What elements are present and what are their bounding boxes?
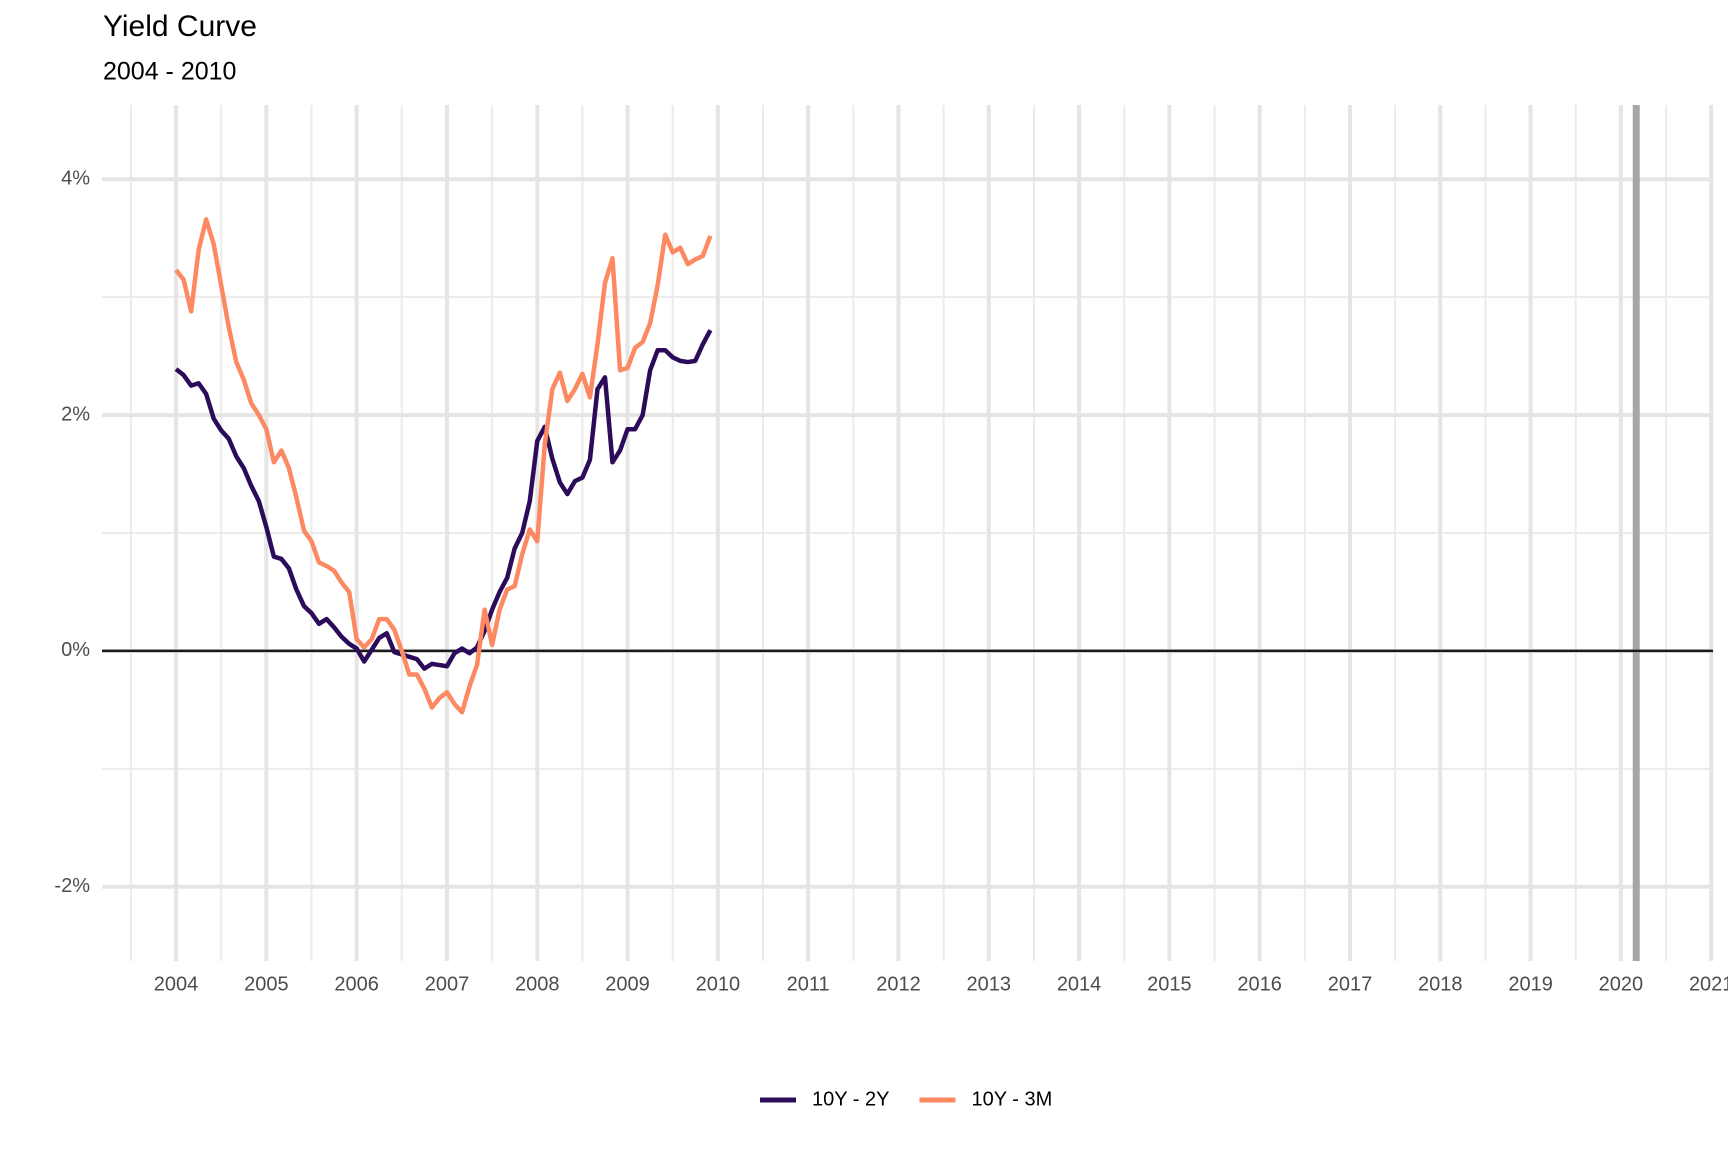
- series-line: [174, 217, 713, 715]
- legend-label: 10Y - 2Y: [812, 1088, 889, 1110]
- x-tick-label: 2012: [876, 973, 921, 995]
- y-tick-label: 0%: [61, 639, 90, 661]
- y-tick-label: 2%: [61, 403, 90, 425]
- x-tick-label: 2016: [1237, 973, 1282, 995]
- chart-subtitle: 2004 - 2010: [103, 58, 236, 86]
- y-tick-label: -2%: [54, 875, 90, 897]
- x-tick-label: 2011: [787, 973, 830, 995]
- x-tick-label: 2006: [334, 973, 379, 995]
- x-tick-label: 2017: [1328, 973, 1373, 995]
- x-tick-label: 2008: [515, 973, 560, 995]
- y-tick-label: 4%: [61, 168, 90, 190]
- x-tick-label: 2010: [696, 973, 741, 995]
- x-tick-label: 2015: [1147, 973, 1192, 995]
- legend-label: 10Y - 3M: [971, 1088, 1052, 1110]
- x-tick-label: 2007: [425, 973, 470, 995]
- x-tick-label: 2018: [1418, 973, 1463, 995]
- x-tick-label: 2020: [1599, 973, 1644, 995]
- x-tick-label: 2021: [1689, 973, 1728, 995]
- x-tick-label: 2014: [1057, 973, 1102, 995]
- x-tick-label: 2004: [154, 973, 199, 995]
- chart-title: Yield Curve: [103, 10, 257, 43]
- x-tick-label: 2013: [967, 973, 1012, 995]
- x-tick-label: 2009: [605, 973, 650, 995]
- series-line: [174, 329, 713, 671]
- x-tick-label: 2005: [244, 973, 289, 995]
- x-tick-label: 2019: [1508, 973, 1553, 995]
